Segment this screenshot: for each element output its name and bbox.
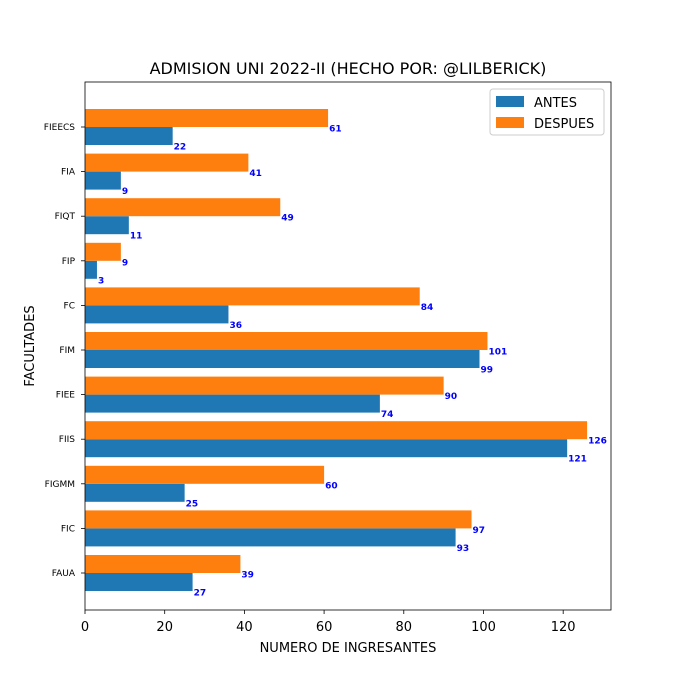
bar-despues-figmm: [85, 466, 324, 484]
y-tick-label: FIIS: [59, 435, 75, 445]
data-label: 36: [229, 321, 242, 331]
bar-despues-fc: [85, 287, 420, 305]
bar-despues-fia: [85, 154, 248, 172]
data-label: 3: [98, 276, 104, 286]
bar-antes-fiis: [85, 439, 567, 457]
y-tick-label: FIQT: [55, 212, 76, 222]
data-label: 49: [281, 214, 294, 224]
y-tick-label: FIA: [61, 168, 76, 178]
bar-antes-faua: [85, 573, 193, 591]
bar-antes-fieecs: [85, 127, 173, 145]
y-axis-label: FACULTADES: [23, 305, 38, 386]
bar-antes-fip: [85, 261, 97, 279]
bar-despues-fiqt: [85, 198, 280, 216]
x-tick-label: 100: [471, 620, 496, 635]
bar-despues-fiis: [85, 421, 587, 439]
data-label: 84: [421, 303, 434, 313]
x-tick-label: 120: [551, 620, 576, 635]
bar-antes-fc: [85, 305, 228, 323]
bar-antes-fim: [85, 350, 480, 368]
data-label: 126: [588, 437, 607, 447]
y-tick-label: FAUA: [52, 569, 76, 579]
data-label: 60: [325, 481, 338, 491]
x-tick-label: 60: [316, 620, 333, 635]
data-label: 11: [130, 232, 143, 242]
bar-despues-fic: [85, 510, 472, 528]
legend-label-antes: ANTES: [534, 96, 577, 111]
data-label: 74: [381, 410, 394, 420]
bar-antes-fia: [85, 172, 121, 190]
bar-antes-fic: [85, 528, 456, 546]
y-tick-label: FIC: [61, 524, 75, 534]
data-label: 41: [249, 169, 262, 179]
data-label: 27: [194, 589, 207, 599]
x-tick-label: 20: [156, 620, 173, 635]
data-label: 25: [186, 499, 199, 509]
bar-despues-fim: [85, 332, 487, 350]
data-label: 93: [457, 544, 470, 554]
x-tick-label: 0: [81, 620, 89, 635]
bar-antes-fiee: [85, 395, 380, 413]
y-tick-label: FIM: [59, 346, 75, 356]
bar-despues-fiee: [85, 377, 444, 395]
data-label: 90: [445, 392, 458, 402]
y-tick-label: FIGMM: [45, 480, 75, 490]
bar-despues-fip: [85, 243, 121, 261]
legend-swatch-despues: [496, 117, 524, 128]
y-tick-label: FIEECS: [44, 123, 75, 133]
y-tick-label: FIEE: [56, 391, 76, 401]
data-label: 39: [241, 571, 254, 581]
bar-antes-fiqt: [85, 216, 129, 234]
data-label: 99: [481, 366, 494, 376]
x-tick-label: 40: [236, 620, 253, 635]
y-tick-label: FC: [64, 301, 75, 311]
data-label: 101: [488, 348, 507, 358]
data-label: 9: [122, 258, 128, 268]
bar-despues-faua: [85, 555, 240, 573]
x-axis-label: NUMERO DE INGRESANTES: [260, 641, 437, 656]
data-label: 97: [473, 526, 486, 536]
data-label: 22: [174, 143, 187, 153]
x-tick-label: 80: [396, 620, 413, 635]
data-label: 9: [122, 187, 128, 197]
bar-despues-fieecs: [85, 109, 328, 127]
data-label: 121: [568, 455, 587, 465]
data-label: 61: [329, 125, 342, 135]
legend-swatch-antes: [496, 96, 524, 107]
chart-title: ADMISION UNI 2022-II (HECHO POR: @LILBER…: [150, 59, 547, 78]
legend: ANTES DESPUES: [490, 89, 604, 135]
bar-antes-figmm: [85, 484, 185, 502]
legend-label-despues: DESPUES: [534, 117, 594, 132]
y-tick-label: FIP: [62, 257, 76, 267]
